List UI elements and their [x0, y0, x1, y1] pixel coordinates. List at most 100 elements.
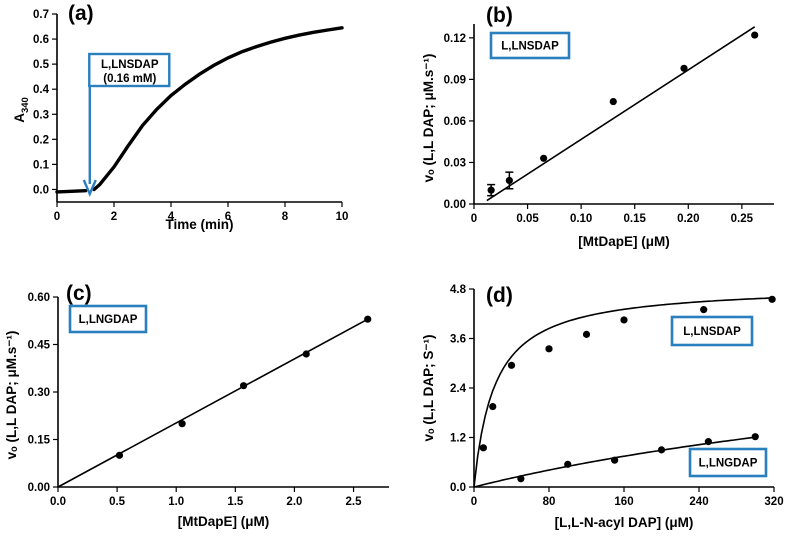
y-tick-label: 0.12: [444, 33, 466, 45]
data-point: [751, 31, 759, 39]
y-axis-label-sub: 340: [20, 97, 31, 113]
data-point: [609, 97, 617, 106]
data-point: [751, 433, 759, 441]
x-tick-label: 8: [282, 211, 289, 223]
data-point: [657, 446, 666, 454]
x-tick-label: 160: [614, 496, 633, 508]
x-tick-label: 240: [689, 496, 708, 508]
x-tick-label: 1.5: [227, 496, 244, 508]
y-tick-label: 0.30: [28, 387, 50, 399]
x-tick-label: 2.5: [346, 496, 363, 508]
data-point: [479, 444, 487, 452]
annotation-line-2: (0.16 mM): [103, 73, 156, 85]
fit-line: [57, 318, 369, 488]
legend-label: L,LNSDAP: [683, 326, 741, 338]
annotation-box: [88, 52, 171, 88]
data-point: [564, 460, 572, 468]
legend-box: [68, 304, 148, 334]
y-tick-label: 0.00: [444, 199, 466, 211]
x-tick-label: 0: [471, 496, 477, 508]
legend-label: L,LNGDAP: [79, 314, 138, 326]
data-point: [545, 345, 553, 353]
data-point: [115, 451, 124, 459]
y-axis-label-base: A: [12, 113, 27, 123]
y-tick-label: 0.3: [33, 109, 49, 121]
data-point: [302, 350, 310, 358]
legend-label: L,LNSDAP: [501, 41, 559, 53]
panel-c: 0.0 0.5 1.0 1.5 2.0 2.5 0.00 0.15 0.30 0.45 0.60 vₒ…: [4, 282, 389, 529]
x-tick-label: 1.0: [168, 496, 184, 508]
legend-box: [489, 31, 571, 60]
y-tick-label: 0.5: [33, 59, 50, 71]
x-tick-label: 0: [471, 213, 477, 225]
x-tick-label: 0.5: [109, 496, 126, 508]
injection-arrow-head: [82, 179, 97, 198]
data-point: [178, 420, 186, 428]
x-axis-label: [MtDapE] (μM): [578, 234, 670, 249]
panel-a: 0 2 4 6 8 10 0.0 0.1 0.2 0.3 0.4 0.5 0.6 0.7 A340 Time …: [12, 2, 348, 232]
data-point: [611, 456, 619, 464]
data-point: [540, 154, 548, 162]
baseline-trace: [55, 189, 88, 194]
legend-box: [670, 315, 754, 347]
panel-d: 0 80 160 240 320 0.0 1.2 2.4 3.6 4.8 vₒ (L,L DAP; …: [421, 284, 784, 530]
y-axis-label: vₒ (L,L DAP; μM.s⁻¹): [4, 331, 19, 460]
x-tick-label: 0.15: [624, 213, 647, 225]
x-tick-label: 0.25: [731, 213, 754, 225]
y-tick-label: 0.15: [28, 435, 51, 447]
y-tick-label: 0.6: [33, 34, 49, 46]
x-tick-label: 0.05: [516, 213, 539, 225]
data-point: [489, 402, 497, 411]
data-point: [505, 176, 513, 185]
x-axis-label: Time (min): [165, 217, 233, 232]
y-tick-label: 0.00: [28, 482, 50, 494]
fit-curve-lnsdap: [473, 297, 773, 488]
fit-line: [486, 26, 756, 202]
y-tick-label: 0.09: [444, 74, 466, 86]
x-axis-label: [L,L-N-acyl DAP] (μM): [555, 515, 694, 530]
data-point: [704, 438, 712, 446]
y-axis-label: vₒ (L,L DAP; S⁻¹): [421, 335, 436, 442]
y-tick-label: 0.4: [33, 84, 50, 96]
x-axis-label: [MtDapE] (μM): [178, 514, 270, 529]
x-tick-label: 2.0: [286, 496, 302, 508]
x-tick-label: 4: [168, 211, 175, 223]
panel-label: (a): [68, 2, 94, 25]
x-tick-label: 6: [225, 211, 231, 223]
panel-b: 0 0.05 0.10 0.15 0.20 0.25 0.00 0.03 0.06 0.09 0.1…: [421, 4, 774, 249]
data-point: [517, 475, 525, 483]
y-tick-label: 2.4: [450, 383, 467, 395]
absorbance-trace: [92, 26, 344, 192]
data-point: [768, 295, 776, 303]
x-tick-label: 10: [336, 211, 349, 223]
data-point: [700, 306, 708, 314]
y-tick-label: 0.0: [450, 482, 466, 494]
annotation-line-1: L,LNSDAP: [101, 59, 159, 71]
data-point: [364, 315, 372, 323]
y-tick-label: 0.2: [33, 134, 49, 146]
y-tick-label: 0.0: [33, 184, 49, 196]
x-tick-label: 0.20: [677, 213, 699, 225]
panel-label: (c): [66, 282, 92, 305]
y-tick-label: 0.03: [444, 157, 466, 169]
x-tick-label: 0: [54, 211, 60, 223]
data-point: [507, 361, 516, 369]
data-point: [487, 186, 495, 194]
panel-label: (b): [486, 4, 513, 27]
y-tick-label: 0.7: [33, 9, 49, 21]
x-tick-label: 2: [111, 211, 117, 223]
y-tick-label: 0.1: [33, 159, 50, 171]
y-tick-label: 0.45: [28, 340, 51, 352]
y-tick-label: 3.6: [450, 334, 466, 346]
y-tick-label: 0.06: [444, 116, 466, 128]
data-point: [680, 64, 688, 72]
x-tick-label: 320: [764, 496, 783, 508]
data-point: [620, 316, 628, 324]
legend-box: [688, 447, 768, 478]
data-point: [582, 330, 591, 338]
x-tick-label: 0.10: [570, 213, 592, 225]
y-tick-label: 1.2: [450, 433, 466, 445]
panel-label: (d): [486, 284, 513, 307]
y-tick-label: 0.60: [28, 292, 50, 304]
